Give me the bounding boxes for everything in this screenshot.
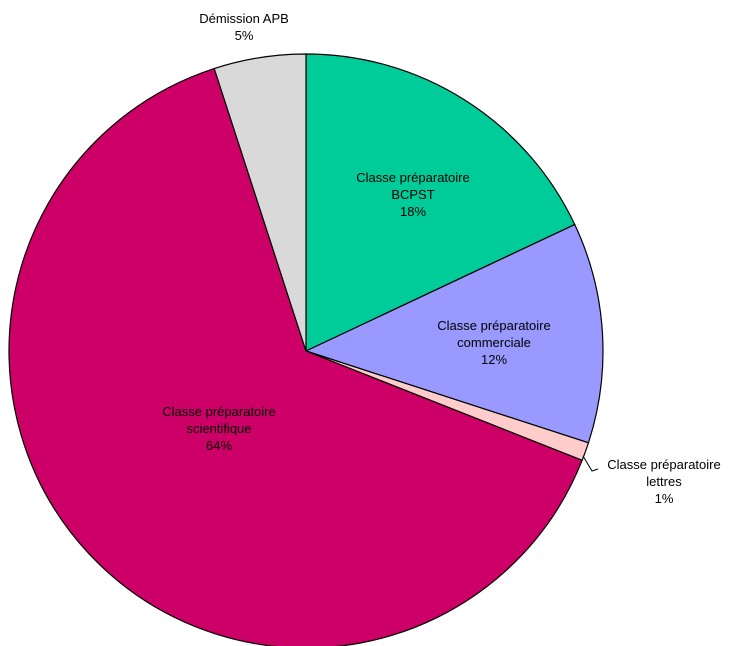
slice-label-line: commerciale xyxy=(457,335,531,350)
slice-percent: 18% xyxy=(400,204,426,219)
leader-line-lettres xyxy=(582,455,599,472)
slice-percent: 12% xyxy=(481,352,507,367)
slice-label-line: Classe préparatoire xyxy=(607,457,720,472)
pie-slice-classe-preparatoire-scientifique xyxy=(8,67,583,646)
slice-label-classe-preparatoire-commerciale: Classe préparatoire commerciale 12% xyxy=(437,318,550,367)
slice-label-classe-preparatoire-scientifique: Classe préparatoire scientifique 64% xyxy=(162,404,275,453)
slice-percent: 64% xyxy=(206,438,232,453)
slice-label-classe-preparatoire-bcpst: Classe préparatoire BCPST 18% xyxy=(356,170,469,219)
slice-percent: 5% xyxy=(235,28,254,43)
slice-label-classe-preparatoire-lettres: Classe préparatoire lettres 1% xyxy=(607,457,720,506)
slice-label-demission-apb: Démission APB 5% xyxy=(199,11,289,43)
slice-label-line: Classe préparatoire xyxy=(356,170,469,185)
slice-label-line: Classe préparatoire xyxy=(437,318,550,333)
slice-label-line: Classe préparatoire xyxy=(162,404,275,419)
pie-slice-classe-preparatoire-bcpst xyxy=(305,53,576,352)
pie-slice-demission-apb xyxy=(213,53,307,352)
slice-label-line: scientifique xyxy=(186,421,251,436)
slice-label-line: lettres xyxy=(646,474,682,489)
slice-percent: 1% xyxy=(655,491,674,506)
pie-slice-classe-preparatoire-commerciale xyxy=(304,223,604,444)
slice-label-line: Démission APB xyxy=(199,11,289,26)
slice-label-line: BCPST xyxy=(391,187,434,202)
